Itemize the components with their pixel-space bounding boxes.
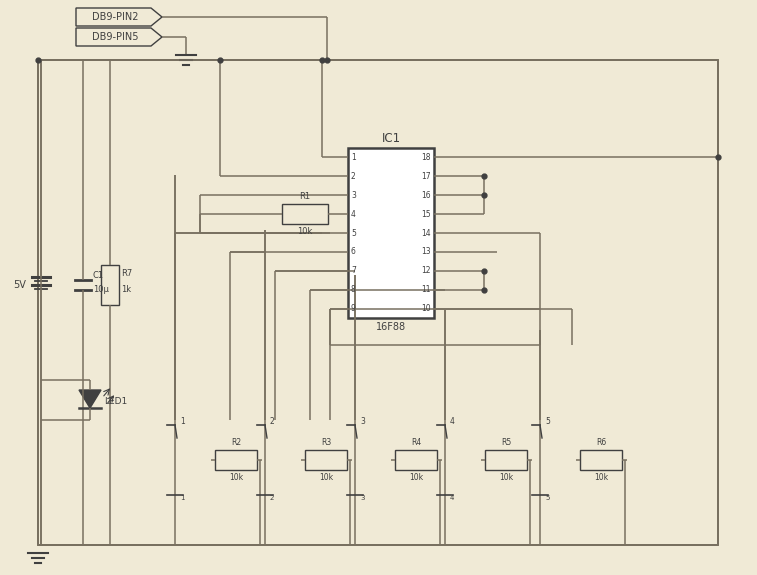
Text: R2: R2 (231, 438, 241, 447)
Text: 3: 3 (360, 495, 365, 501)
Text: 1: 1 (180, 495, 185, 501)
Text: 12: 12 (422, 266, 431, 275)
Text: 2: 2 (270, 417, 275, 427)
Text: 5: 5 (351, 228, 356, 237)
Text: 10k: 10k (298, 227, 313, 236)
Text: 1k: 1k (121, 285, 131, 293)
Text: 1: 1 (351, 153, 356, 162)
Text: 4: 4 (450, 417, 455, 427)
Text: 2: 2 (270, 495, 274, 501)
Text: 3: 3 (360, 417, 365, 427)
Text: 11: 11 (422, 285, 431, 294)
Text: 5: 5 (545, 495, 550, 501)
Bar (101, 265, 119, 305)
Text: 13: 13 (422, 247, 431, 256)
Text: 1: 1 (180, 417, 185, 427)
Text: 18: 18 (422, 153, 431, 162)
Text: R4: R4 (411, 438, 421, 447)
Polygon shape (79, 390, 101, 408)
Text: 10k: 10k (229, 473, 243, 482)
Bar (580, 450, 622, 470)
Text: 5V: 5V (13, 280, 26, 290)
Text: 6: 6 (351, 247, 356, 256)
Text: 10k: 10k (499, 473, 513, 482)
Polygon shape (76, 8, 162, 26)
Text: 3: 3 (351, 191, 356, 200)
Text: 9: 9 (351, 304, 356, 313)
Text: R3: R3 (321, 438, 331, 447)
Text: LED1: LED1 (104, 397, 127, 407)
Text: 4: 4 (450, 495, 454, 501)
Text: 16: 16 (422, 191, 431, 200)
Text: 5: 5 (545, 417, 550, 427)
Text: 4: 4 (351, 210, 356, 218)
Bar (395, 450, 437, 470)
Text: 15: 15 (422, 210, 431, 218)
Bar (282, 204, 328, 224)
Polygon shape (76, 28, 162, 46)
Bar (348, 148, 434, 318)
Bar (305, 450, 347, 470)
Text: R6: R6 (596, 438, 606, 447)
Text: 14: 14 (422, 228, 431, 237)
Text: 16F88: 16F88 (376, 322, 406, 332)
Text: 10μ: 10μ (93, 286, 109, 294)
Text: R7: R7 (121, 269, 132, 278)
Text: R1: R1 (300, 192, 310, 201)
Bar (485, 450, 527, 470)
Text: IC1: IC1 (382, 132, 400, 144)
Text: C1: C1 (93, 270, 104, 279)
Text: 10: 10 (422, 304, 431, 313)
Text: DB9-PIN5: DB9-PIN5 (92, 32, 139, 42)
Text: R5: R5 (501, 438, 511, 447)
Text: 10k: 10k (594, 473, 608, 482)
Bar (215, 450, 257, 470)
Text: 8: 8 (351, 285, 356, 294)
Text: DB9-PIN2: DB9-PIN2 (92, 12, 139, 22)
Text: 10k: 10k (319, 473, 333, 482)
Text: 7: 7 (351, 266, 356, 275)
Bar (38, 60, 718, 545)
Text: 2: 2 (351, 172, 356, 181)
Text: 10k: 10k (409, 473, 423, 482)
Text: 17: 17 (422, 172, 431, 181)
